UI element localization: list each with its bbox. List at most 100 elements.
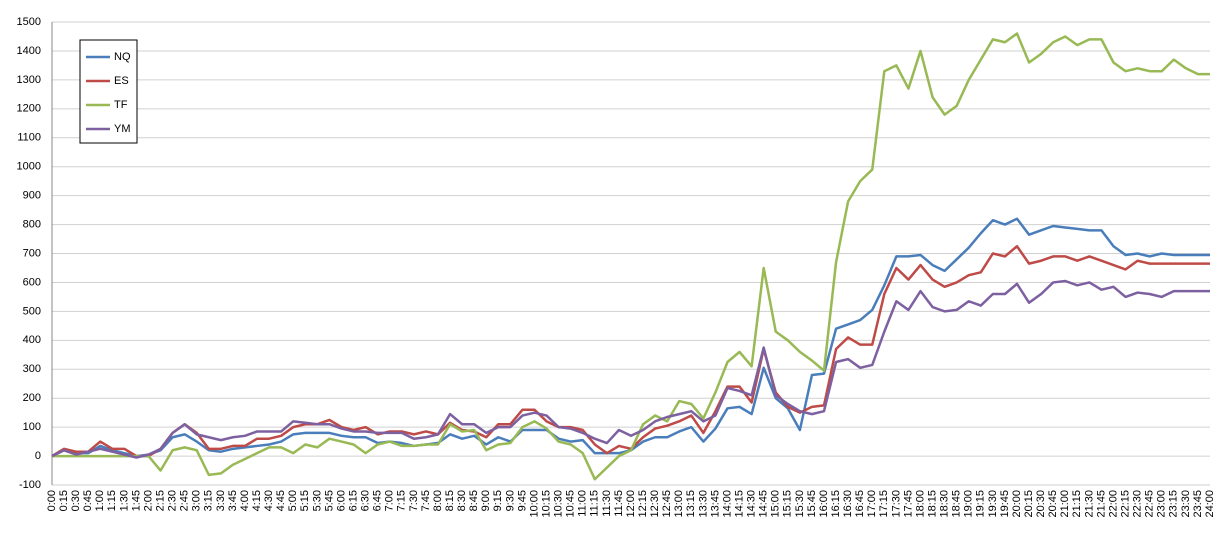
x-tick-label: 11:30 xyxy=(601,490,613,517)
x-tick-label: 24:00 xyxy=(1204,490,1216,518)
y-tick-label: 1000 xyxy=(17,161,41,173)
y-tick-label: 1500 xyxy=(17,16,41,28)
x-tick-label: 22:45 xyxy=(1144,490,1156,518)
x-tick-label: 17:00 xyxy=(866,490,878,518)
series-line xyxy=(51,217,1210,458)
x-tick-label: 14:30 xyxy=(746,490,758,518)
x-tick-label: 12:30 xyxy=(649,490,661,518)
y-tick-label: 500 xyxy=(23,305,41,317)
x-tick-label: 14:15 xyxy=(733,490,745,518)
x-tick-label: 4:00 xyxy=(239,490,251,511)
x-tick-label: 7:15 xyxy=(396,490,408,511)
x-tick-label: 8:30 xyxy=(456,490,468,511)
x-tick-label: 10:15 xyxy=(540,490,552,518)
x-tick-label: 5:30 xyxy=(311,490,323,511)
x-tick-label: 6:00 xyxy=(335,490,347,511)
y-tick-label: 800 xyxy=(23,218,41,230)
x-tick-label: 19:00 xyxy=(963,490,975,518)
x-tick-label: 23:15 xyxy=(1168,490,1180,518)
y-tick-label: 400 xyxy=(23,334,41,346)
y-tick-label: 200 xyxy=(23,392,41,404)
legend-label: NQ xyxy=(114,51,131,63)
x-tick-label: 16:00 xyxy=(818,490,830,518)
x-tick-label: 5:00 xyxy=(287,490,299,511)
x-tick-label: 21:15 xyxy=(1071,490,1083,518)
x-tick-label: 17:45 xyxy=(902,490,914,518)
legend-label: TF xyxy=(114,99,128,111)
x-tick-label: 3:30 xyxy=(215,490,227,511)
x-tick-label: 21:45 xyxy=(1095,490,1107,518)
x-tick-label: 15:15 xyxy=(782,490,794,518)
x-tick-label: 11:15 xyxy=(589,490,601,517)
x-tick-label: 5:45 xyxy=(323,490,335,511)
x-tick-label: 19:30 xyxy=(987,490,999,518)
x-tick-label: 13:00 xyxy=(673,490,685,518)
y-tick-label: 1400 xyxy=(17,45,41,57)
x-tick-label: 6:45 xyxy=(372,490,384,511)
x-tick-label: 9:45 xyxy=(516,490,528,511)
y-tick-label: 600 xyxy=(23,276,41,288)
x-tick-label: 2:45 xyxy=(179,490,191,511)
x-tick-label: 12:00 xyxy=(625,490,637,518)
x-tick-label: 19:45 xyxy=(999,490,1011,518)
x-tick-label: 2:15 xyxy=(154,490,166,511)
x-tick-label: 6:15 xyxy=(347,490,359,511)
x-tick-label: 4:45 xyxy=(275,490,287,511)
x-tick-label: 14:45 xyxy=(758,490,770,518)
y-tick-label: 700 xyxy=(23,247,41,259)
x-tick-label: 21:30 xyxy=(1083,490,1095,518)
y-tick-label: 1200 xyxy=(17,103,41,115)
x-tick-label: 8:00 xyxy=(432,490,444,511)
x-tick-label: 3:00 xyxy=(191,490,203,511)
y-tick-label: 1100 xyxy=(17,132,41,144)
x-tick-label: 23:30 xyxy=(1180,490,1192,518)
x-tick-label: 7:30 xyxy=(408,490,420,511)
x-tick-label: 1:15 xyxy=(106,490,118,511)
x-tick-label: 20:15 xyxy=(1023,490,1035,518)
series-line xyxy=(51,279,1210,459)
x-tick-label: 8:45 xyxy=(468,490,480,511)
x-tick-label: 18:30 xyxy=(939,490,951,518)
x-tick-label: 0:30 xyxy=(70,490,82,511)
x-tick-label: 9:00 xyxy=(480,490,492,511)
x-tick-label: 22:15 xyxy=(1119,490,1131,518)
x-tick-label: 15:00 xyxy=(770,490,782,518)
x-tick-label: 13:15 xyxy=(685,490,697,518)
legend-label: YM xyxy=(114,123,131,135)
x-tick-label: 23:00 xyxy=(1156,490,1168,518)
x-tick-label: 2:30 xyxy=(167,490,179,511)
x-tick-label: 13:45 xyxy=(709,490,721,518)
y-tick-label: 0 xyxy=(35,450,41,462)
series-line xyxy=(52,32,1210,481)
x-tick-label: 18:45 xyxy=(951,490,963,518)
x-tick-label: 11:00 xyxy=(577,490,589,517)
x-tick-label: 20:00 xyxy=(1011,490,1023,518)
x-tick-label: 15:45 xyxy=(806,490,818,518)
x-tick-label: 0:15 xyxy=(58,490,70,511)
x-tick-label: 7:00 xyxy=(384,490,396,511)
x-tick-label: 15:30 xyxy=(794,490,806,518)
x-tick-label: 1:45 xyxy=(130,490,142,511)
x-tick-label: 16:15 xyxy=(830,490,842,518)
x-tick-label: 0:00 xyxy=(46,490,58,511)
x-tick-label: 11:45 xyxy=(613,490,625,517)
x-tick-label: 17:30 xyxy=(890,490,902,518)
x-tick-label: 18:15 xyxy=(926,490,938,518)
x-tick-label: 0:45 xyxy=(82,490,94,511)
x-tick-label: 21:00 xyxy=(1059,490,1071,518)
x-tick-label: 23:45 xyxy=(1192,490,1204,518)
x-tick-label: 9:15 xyxy=(492,490,504,511)
y-tick-label: 1300 xyxy=(17,74,41,86)
x-tick-label: 1:30 xyxy=(118,490,130,511)
x-tick-label: 3:15 xyxy=(203,490,215,511)
x-tick-label: 22:00 xyxy=(1107,490,1119,518)
x-tick-label: 5:15 xyxy=(299,490,311,511)
y-tick-label: -100 xyxy=(19,479,41,491)
x-tick-label: 1:00 xyxy=(94,490,106,511)
x-tick-label: 9:30 xyxy=(504,490,516,511)
x-tick-label: 12:15 xyxy=(637,490,649,518)
x-tick-label: 2:00 xyxy=(142,490,154,511)
x-tick-label: 22:30 xyxy=(1132,490,1144,518)
x-tick-label: 17:15 xyxy=(878,490,890,518)
